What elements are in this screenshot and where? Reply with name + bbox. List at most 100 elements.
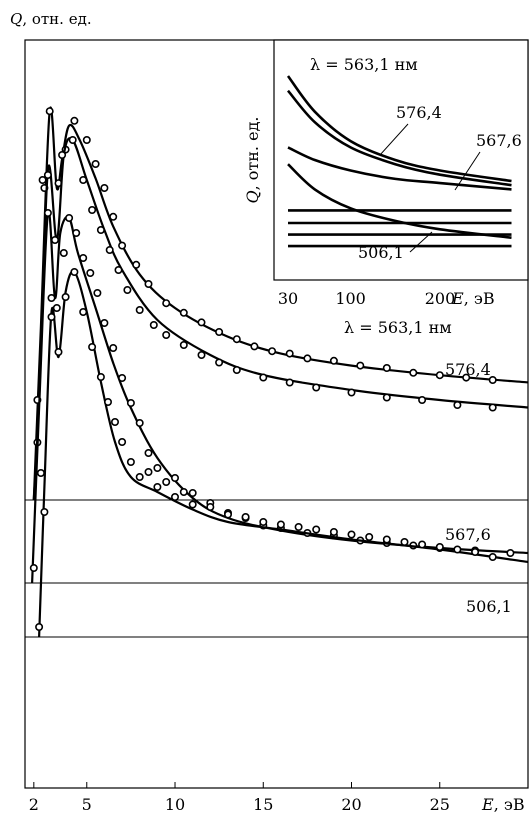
series-3-point <box>435 542 444 551</box>
series-2-point <box>65 214 74 223</box>
series-1-point <box>197 350 206 359</box>
series-3-point <box>179 487 188 496</box>
series-3-point <box>96 372 105 381</box>
series-3-point <box>153 482 162 491</box>
series-2-point <box>86 268 95 277</box>
series-3-point <box>259 517 268 526</box>
series-3-point <box>171 492 180 501</box>
series-2-point <box>43 209 52 218</box>
series-3-point <box>40 507 49 516</box>
series-3-point <box>88 342 97 351</box>
annotation-1: 576,4 <box>445 360 491 379</box>
inset-leader-line <box>454 151 481 191</box>
series-3-point <box>70 267 79 276</box>
inset-series-line-2 <box>287 146 512 191</box>
series-0-point <box>70 116 79 125</box>
series-3-point <box>400 537 409 546</box>
series-3-point <box>347 530 356 539</box>
series-0-point <box>45 107 54 116</box>
series-1-point <box>68 136 77 145</box>
series-3-point <box>365 532 374 541</box>
series-1-point <box>347 388 356 397</box>
inset-series-line-3 <box>287 163 512 239</box>
series-0-point <box>118 241 127 250</box>
series-0-point <box>382 363 391 372</box>
inset-leader-line <box>379 123 409 156</box>
series-2-point <box>59 249 68 258</box>
series-3-point <box>144 467 153 476</box>
series-1-point <box>114 265 123 274</box>
series-2-point <box>72 229 81 238</box>
series-3-point <box>118 437 127 446</box>
series-0-point <box>409 368 418 377</box>
series-0-point <box>82 136 91 145</box>
main-annotations: λ = 563,1 нм 576,4 567,6 506,1 <box>344 318 512 616</box>
series-0-point <box>232 335 241 344</box>
series-2-point <box>29 563 38 572</box>
annotation-0: λ = 563,1 нм <box>344 318 452 337</box>
main-y-axis-label: Q, отн. ед. <box>10 10 92 28</box>
series-3-point <box>79 307 88 316</box>
series-line-0 <box>32 106 529 501</box>
series-1-point <box>162 330 171 339</box>
series-3-point <box>382 535 391 544</box>
series-1-point <box>96 226 105 235</box>
x-tick-label: 5 <box>82 795 92 814</box>
series-0-point <box>356 361 365 370</box>
x-tick-label: 20 <box>341 795 361 814</box>
series-1-point <box>418 395 427 404</box>
annotation-3: 506,1 <box>466 597 512 616</box>
series-line-1 <box>32 137 529 501</box>
series-2-point <box>79 254 88 263</box>
series-3-point <box>294 522 303 531</box>
series-3-point <box>206 502 215 511</box>
series-2-point <box>93 288 102 297</box>
series-0-point <box>329 356 338 365</box>
series-2-point <box>36 468 45 477</box>
inset-x-tick-label: 30 <box>278 289 298 308</box>
x-tick-label: 25 <box>430 795 450 814</box>
series-2-point <box>47 293 56 302</box>
series-2-point <box>118 373 127 382</box>
inset-series-line-0 <box>286 75 512 183</box>
x-axis-label: E, эВ <box>481 795 525 814</box>
inset-annotation-3: 506,1 <box>358 243 404 262</box>
series-0-point <box>132 260 141 269</box>
series-2-point <box>153 463 162 472</box>
series-0-point <box>179 308 188 317</box>
series-2-point <box>52 303 61 312</box>
inset-annotation-2: 567,6 <box>476 131 522 150</box>
series-0-point <box>100 184 109 193</box>
series-0-point <box>144 279 153 288</box>
series-3-point <box>418 540 427 549</box>
series-1-point <box>38 176 47 185</box>
main-x-ticks: 2 5 10 15 20 25 E, эВ <box>29 782 525 814</box>
series-0-point <box>435 371 444 380</box>
series-3-point <box>471 547 480 556</box>
series-3-point <box>188 500 197 509</box>
series-0-point <box>91 160 100 169</box>
series-1-point <box>453 400 462 409</box>
series-2-point <box>135 418 144 427</box>
series-1-point <box>149 320 158 329</box>
series-3-point <box>126 457 135 466</box>
series-3-point <box>104 397 113 406</box>
series-2-point <box>171 473 180 482</box>
series-3-point <box>276 520 285 529</box>
series-3-point <box>488 552 497 561</box>
series-0-point <box>197 318 206 327</box>
series-3-point <box>54 347 63 356</box>
series-1-point <box>215 358 224 367</box>
series-1-point <box>105 246 114 255</box>
series-2-point <box>126 398 135 407</box>
main-plot-series <box>29 106 529 638</box>
series-3-point <box>453 545 462 554</box>
series-3-point <box>312 525 321 534</box>
series-1-point <box>312 383 321 392</box>
series-0-point <box>162 299 171 308</box>
series-3-point <box>35 622 44 631</box>
series-0-point <box>462 373 471 382</box>
series-1-point <box>232 365 241 374</box>
